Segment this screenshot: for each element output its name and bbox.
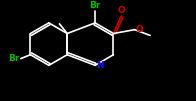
Text: Br: Br	[8, 54, 20, 63]
Text: N: N	[96, 61, 104, 70]
Text: O: O	[136, 25, 143, 34]
Text: O: O	[117, 6, 125, 15]
Text: Br: Br	[89, 1, 101, 10]
